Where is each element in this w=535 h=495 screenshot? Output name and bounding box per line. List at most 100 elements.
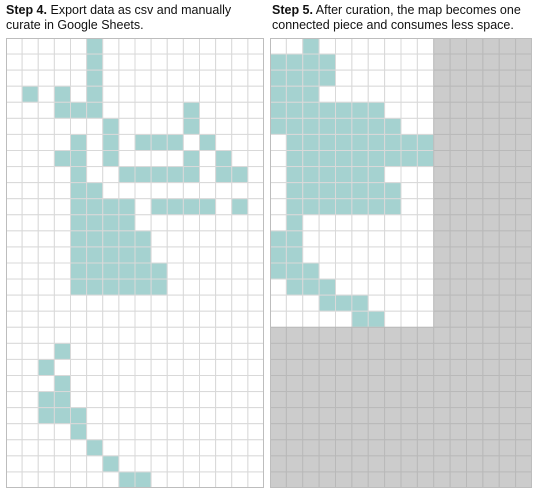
grid-cell-empty xyxy=(70,294,88,312)
grid-cell-empty xyxy=(215,85,233,103)
grid-cell-empty xyxy=(247,358,264,376)
grid-cell-filled xyxy=(166,198,184,216)
grid-cell-filled xyxy=(37,407,55,425)
grid-cell-filled xyxy=(86,439,104,457)
grid-cell-empty xyxy=(215,326,233,344)
grid-cell-empty xyxy=(199,310,217,328)
grid-cell-unused xyxy=(351,391,369,409)
grid-cell-filled xyxy=(53,375,72,393)
grid-cell-unused xyxy=(433,278,451,296)
grid-cell-empty xyxy=(400,182,418,200)
grid-cell-filled xyxy=(102,117,120,135)
grid-cell-unused xyxy=(482,439,500,457)
grid-cell-empty xyxy=(134,150,152,168)
grid-cell-unused xyxy=(466,69,484,87)
grid-cell-unused xyxy=(449,101,468,119)
grid-cell-empty xyxy=(182,455,201,473)
grid-cell-filled xyxy=(102,246,120,264)
grid-cell-empty xyxy=(6,246,23,264)
grid-cell-empty xyxy=(335,38,353,55)
grid-cell-unused xyxy=(449,117,468,135)
grid-cell-empty xyxy=(102,166,120,184)
grid-cell-empty xyxy=(21,310,39,328)
grid-cell-empty xyxy=(166,439,184,457)
grid-cell-unused xyxy=(498,38,517,55)
grid-cell-empty xyxy=(335,85,353,103)
grid-cell-filled xyxy=(86,278,104,296)
grid-cell-filled xyxy=(285,53,304,71)
grid-cell-unused xyxy=(449,278,468,296)
grid-cell-unused xyxy=(482,471,500,488)
grid-cell-empty xyxy=(199,69,217,87)
grid-cell-unused xyxy=(515,117,532,135)
grid-cell-empty xyxy=(318,214,337,232)
grid-cell-filled xyxy=(318,294,337,312)
grid-cell-empty xyxy=(182,375,201,393)
grid-cell-unused xyxy=(433,198,451,216)
grid-cell-empty xyxy=(102,342,120,360)
grid-cell-empty xyxy=(53,38,72,55)
grid-cell-empty xyxy=(199,53,217,71)
grid-cell-empty xyxy=(215,342,233,360)
grid-cell-empty xyxy=(215,53,233,71)
grid-cell-unused xyxy=(466,423,484,441)
grid-cell-empty xyxy=(384,69,402,87)
grid-cell-empty xyxy=(384,53,402,71)
grid-cell-empty xyxy=(6,423,23,441)
grid-cell-empty xyxy=(400,85,418,103)
grid-cell-unused xyxy=(449,455,468,473)
grid-cell-empty xyxy=(166,262,184,280)
grid-cell-empty xyxy=(37,69,55,87)
grid-cell-empty xyxy=(37,198,55,216)
grid-cell-empty xyxy=(199,407,217,425)
grid-cell-empty xyxy=(416,262,435,280)
grid-cell-unused xyxy=(449,310,468,328)
grid-cell-filled xyxy=(302,117,320,135)
grid-cell-empty xyxy=(118,326,136,344)
grid-cell-filled xyxy=(37,358,55,376)
grid-cell-empty xyxy=(416,101,435,119)
grid-cell-empty xyxy=(166,455,184,473)
grid-cell-empty xyxy=(150,423,168,441)
grid-cell-empty xyxy=(53,262,72,280)
grid-cell-unused xyxy=(302,326,320,344)
grid-cell-empty xyxy=(6,53,23,71)
grid-cell-empty xyxy=(231,375,249,393)
grid-cell-unused xyxy=(482,358,500,376)
grid-cell-unused xyxy=(482,326,500,344)
grid-cell-empty xyxy=(37,53,55,71)
grid-cell-unused xyxy=(302,391,320,409)
grid-cell-unused xyxy=(482,150,500,168)
grid-cell-unused xyxy=(498,471,517,488)
grid-cell-unused xyxy=(384,326,402,344)
grid-cell-unused xyxy=(270,407,287,425)
grid-cell-empty xyxy=(37,166,55,184)
grid-cell-empty xyxy=(231,214,249,232)
grid-cell-empty xyxy=(182,214,201,232)
grid-cell-empty xyxy=(102,53,120,71)
grid-cell-empty xyxy=(416,38,435,55)
grid-cell-unused xyxy=(433,262,451,280)
grid-cell-empty xyxy=(150,294,168,312)
grid-cell-filled xyxy=(70,407,88,425)
grid-cell-empty xyxy=(53,471,72,488)
grid-cell-empty xyxy=(70,439,88,457)
grid-cell-empty xyxy=(182,69,201,87)
grid-cell-empty xyxy=(21,391,39,409)
grid-cell-filled xyxy=(285,182,304,200)
grid-cell-unused xyxy=(482,455,500,473)
grid-cell-empty xyxy=(231,391,249,409)
grid-cell-empty xyxy=(400,198,418,216)
grid-cell-empty xyxy=(166,101,184,119)
grid-cell-filled xyxy=(70,423,88,441)
grid-cell-empty xyxy=(118,133,136,151)
grid-cell-unused xyxy=(449,214,468,232)
grid-cell-empty xyxy=(351,53,369,71)
grid-cell-filled xyxy=(351,101,369,119)
grid-cell-unused xyxy=(270,455,287,473)
grid-cell-empty xyxy=(6,391,23,409)
grid-cell-unused xyxy=(400,326,418,344)
grid-cell-unused xyxy=(302,358,320,376)
grid-cell-filled xyxy=(318,182,337,200)
grid-cell-unused xyxy=(433,471,451,488)
